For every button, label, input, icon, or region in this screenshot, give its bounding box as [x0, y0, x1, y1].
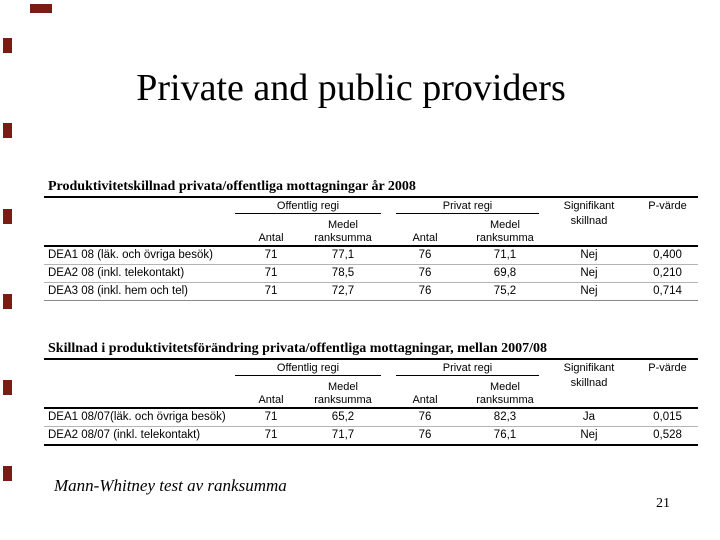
- cell-p-varde: 0,714: [653, 285, 682, 297]
- column-header-skillnad: skillnad: [570, 215, 608, 227]
- column-header-ranksumma: ranksumma: [314, 394, 372, 406]
- table-header-rule: [44, 407, 698, 409]
- cell-antal-offentlig: 71: [264, 249, 278, 261]
- cell-medel-privat: 82,3: [493, 411, 517, 423]
- table-productivity-change-2007-08: Skillnad i produktivitetsförändring priv…: [44, 341, 698, 451]
- cell-signifikant: Nej: [580, 429, 598, 441]
- cell-medel-privat: 76,1: [493, 429, 517, 441]
- cell-antal-privat: 76: [418, 429, 432, 441]
- page-number: 21: [656, 496, 670, 511]
- slide-title: Private and public providers: [136, 67, 566, 109]
- cell-medel-offentlig: 65,2: [331, 411, 355, 423]
- cell-row-label: DEA2 08 (inkl. telekontakt): [48, 267, 185, 279]
- cell-medel-offentlig: 78,5: [331, 267, 355, 279]
- column-group-privat-regi: Privat regi: [396, 362, 539, 376]
- column-header-medel: Medel: [490, 381, 520, 393]
- table-top-rule: [44, 196, 698, 198]
- column-header-skillnad: skillnad: [570, 377, 608, 389]
- table-row: DEA1 08 (läk. och övriga besök) 71 77,1 …: [44, 247, 698, 265]
- cell-p-varde: 0,400: [653, 249, 682, 261]
- column-header-p-varde: P-värde: [648, 200, 687, 212]
- cell-antal-offentlig: 71: [264, 411, 278, 423]
- cell-signifikant: Ja: [582, 411, 596, 423]
- column-header-ranksumma: ranksumma: [476, 232, 534, 244]
- cell-medel-offentlig: 72,7: [331, 285, 355, 297]
- cell-medel-offentlig: 77,1: [331, 249, 355, 261]
- cell-row-label: DEA3 08 (inkl. hem och tel): [48, 285, 188, 297]
- cell-p-varde: 0,528: [653, 429, 682, 441]
- footnote-mann-whitney: Mann-Whitney test av ranksumma: [54, 476, 287, 495]
- column-header-antal: Antal: [258, 232, 284, 244]
- slide-edge-mark-top: [30, 4, 52, 13]
- table-row: DEA2 08 (inkl. telekontakt) 71 78,5 76 6…: [44, 265, 698, 283]
- cell-medel-privat: 69,8: [493, 267, 517, 279]
- cell-antal-offentlig: 71: [264, 267, 278, 279]
- cell-antal-privat: 76: [418, 285, 432, 297]
- column-group-offentlig-regi: Offentlig regi: [235, 200, 381, 214]
- table-title: Produktivitetskillnad privata/offentliga…: [48, 179, 416, 194]
- column-header-antal: Antal: [258, 394, 284, 406]
- cell-antal-offentlig: 71: [264, 429, 278, 441]
- column-header-signifikant: Signifikant: [563, 362, 615, 374]
- table-body: DEA1 08 (läk. och övriga besök) 71 77,1 …: [44, 247, 698, 301]
- cell-antal-privat: 76: [418, 249, 432, 261]
- column-header-medel: Medel: [328, 219, 358, 231]
- column-header-antal: Antal: [412, 394, 438, 406]
- cell-medel-privat: 75,2: [493, 285, 517, 297]
- column-header-medel: Medel: [328, 381, 358, 393]
- slide-edge-mark: [3, 209, 12, 224]
- column-header-ranksumma: ranksumma: [314, 232, 372, 244]
- column-group-privat-regi: Privat regi: [396, 200, 539, 214]
- column-header-medel: Medel: [490, 219, 520, 231]
- table-body: DEA1 08/07(läk. och övriga besök) 71 65,…: [44, 409, 698, 446]
- table-header-rule: [44, 245, 698, 247]
- slide-edge-mark: [3, 38, 12, 53]
- cell-medel-privat: 71,1: [493, 249, 517, 261]
- table-productivity-2008: Produktivitetskillnad privata/offentliga…: [44, 179, 698, 305]
- cell-signifikant: Nej: [580, 249, 598, 261]
- column-header-ranksumma: ranksumma: [476, 394, 534, 406]
- table-row: DEA1 08/07(läk. och övriga besök) 71 65,…: [44, 409, 698, 427]
- cell-p-varde: 0,210: [653, 267, 682, 279]
- column-header-signifikant: Signifikant: [563, 200, 615, 212]
- table-title: Skillnad i produktivitetsförändring priv…: [48, 341, 547, 356]
- slide-edge-mark: [3, 380, 12, 395]
- slide-edge-mark: [3, 294, 12, 309]
- cell-antal-privat: 76: [418, 267, 432, 279]
- cell-antal-privat: 76: [418, 411, 432, 423]
- table-row: DEA3 08 (inkl. hem och tel) 71 72,7 76 7…: [44, 283, 698, 301]
- cell-p-varde: 0,015: [653, 411, 682, 423]
- table-top-rule: [44, 358, 698, 360]
- slide-edge-mark: [3, 466, 12, 481]
- cell-medel-offentlig: 71,7: [331, 429, 355, 441]
- column-header-p-varde: P-värde: [648, 362, 687, 374]
- cell-signifikant: Nej: [580, 285, 598, 297]
- cell-row-label: DEA1 08/07(läk. och övriga besök): [48, 411, 226, 423]
- cell-antal-offentlig: 71: [264, 285, 278, 297]
- cell-row-label: DEA2 08/07 (inkl. telekontakt): [48, 429, 201, 441]
- table-row: DEA2 08/07 (inkl. telekontakt) 71 71,7 7…: [44, 427, 698, 446]
- cell-row-label: DEA1 08 (läk. och övriga besök): [48, 249, 213, 261]
- cell-signifikant: Nej: [580, 267, 598, 279]
- column-header-antal: Antal: [412, 232, 438, 244]
- column-group-offentlig-regi: Offentlig regi: [235, 362, 381, 376]
- slide-edge-mark: [3, 123, 12, 138]
